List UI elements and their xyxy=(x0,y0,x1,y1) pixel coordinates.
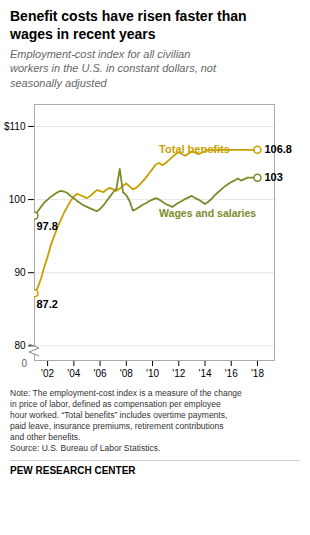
svg-text:87.2: 87.2 xyxy=(37,298,58,310)
svg-text:'16: '16 xyxy=(225,367,238,378)
svg-text:'04: '04 xyxy=(67,367,80,378)
svg-text:'18: '18 xyxy=(251,367,264,378)
svg-text:80: 80 xyxy=(14,340,26,351)
svg-text:'08: '08 xyxy=(120,367,133,378)
svg-text:106.8: 106.8 xyxy=(264,143,292,155)
html-text:PEW RESEARCH CENTER: PEW RESEARCH CENTER xyxy=(10,465,136,477)
svg-text:'06: '06 xyxy=(94,367,107,378)
svg-text:'14: '14 xyxy=(198,367,211,378)
html-text:Note: The employment-cost inde: Note: The employment-cost index is a mea… xyxy=(10,387,242,454)
html-text:Employment-cost index for all: Employment-cost index for all civilian w… xyxy=(10,48,216,89)
svg-text:Total benefits: Total benefits xyxy=(159,143,230,155)
svg-text:'10: '10 xyxy=(146,367,159,378)
svg-text:103: 103 xyxy=(264,171,282,183)
svg-text:'02: '02 xyxy=(41,367,54,378)
svg-text:'12: '12 xyxy=(172,367,185,378)
svg-text:$110: $110 xyxy=(4,121,26,132)
svg-text:Wages and salaries: Wages and salaries xyxy=(159,207,256,219)
html-text:Benefit costs have risen faste: Benefit costs have risen faster than wag… xyxy=(10,8,247,42)
svg-text:90: 90 xyxy=(14,267,26,278)
svg-text:97.8: 97.8 xyxy=(37,220,58,232)
svg-text:100: 100 xyxy=(9,194,26,205)
svg-text:0: 0 xyxy=(21,358,27,369)
